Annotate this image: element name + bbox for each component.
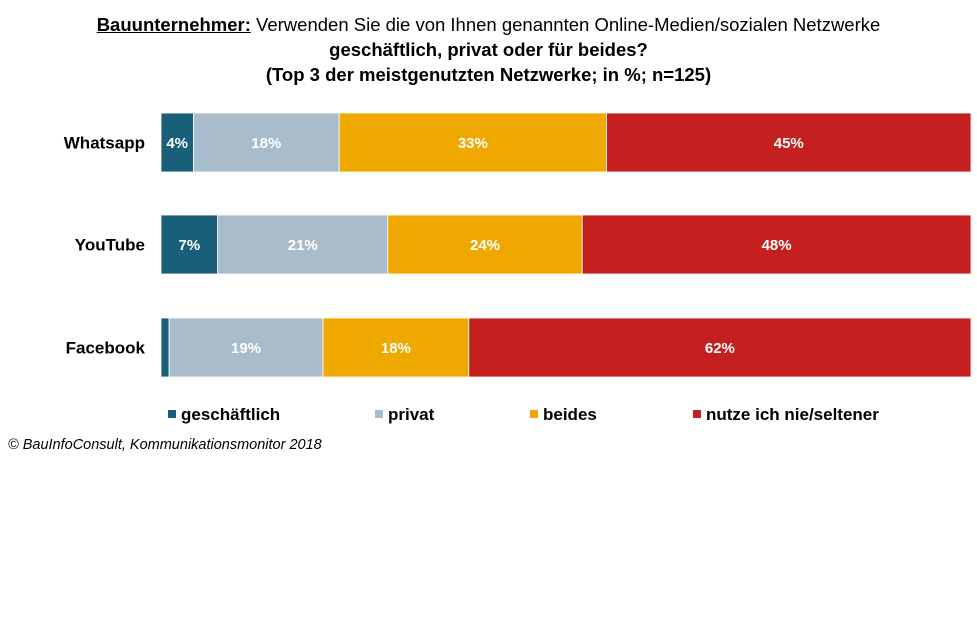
category-label-whatsapp: Whatsapp <box>64 134 145 153</box>
data-label-youtube-2: 24% <box>470 237 500 254</box>
data-label-youtube-1: 21% <box>288 237 318 254</box>
data-label-youtube-3: 48% <box>762 237 792 254</box>
legend-label-2: beides <box>543 405 597 424</box>
data-label-youtube-0: 7% <box>179 237 201 254</box>
bar-segment-whatsapp-1 <box>192 112 340 173</box>
title-line-1: Bauunternehmer: Verwenden Sie die von Ih… <box>0 12 977 37</box>
stacked-bar-chart: Whatsapp 4% 18% 33% 45% YouTube 7% 21% 24% 48% Fac… <box>64 112 972 424</box>
data-label-whatsapp-2: 33% <box>458 135 488 152</box>
legend-label-0: geschäftlich <box>181 405 280 424</box>
title-line-1-rest: Verwenden Sie die von Ihnen genannten On… <box>256 14 881 35</box>
source-note: © BauInfoConsult, Kommunikationsmonitor … <box>8 437 322 453</box>
legend-swatch-0 <box>168 410 176 418</box>
data-label-facebook-3: 62% <box>705 340 735 357</box>
legend-swatch-3 <box>693 410 701 418</box>
data-label-facebook-2: 18% <box>381 340 411 357</box>
bar-segment-whatsapp-2 <box>338 112 607 173</box>
title-line-3: (Top 3 der meistgenutzten Netzwerke; in … <box>265 64 712 85</box>
bar-segment-youtube-1 <box>217 214 389 275</box>
bar-segment-facebook-0 <box>160 317 170 378</box>
chart-title: Bauunternehmer: Verwenden Sie die von Ih… <box>0 12 977 87</box>
title-line-2: geschäftlich, privat oder für beides? <box>329 39 648 60</box>
category-label-facebook: Facebook <box>66 339 146 358</box>
legend-label-1: privat <box>388 405 435 424</box>
bar-segment-youtube-3 <box>581 214 972 275</box>
title-lead: Bauunternehmer: <box>96 14 251 35</box>
bar-segment-whatsapp-3 <box>606 112 972 173</box>
bar-segment-facebook-2 <box>322 317 470 378</box>
data-label-facebook-1: 19% <box>231 340 261 357</box>
category-label-youtube: YouTube <box>75 236 145 255</box>
legend-swatch-2 <box>530 410 538 418</box>
legend-label-3: nutze ich nie/seltener <box>706 405 879 424</box>
bar-segment-youtube-2 <box>387 214 583 275</box>
bar-segment-youtube-0 <box>160 214 219 275</box>
data-label-whatsapp-0: 4% <box>166 135 188 152</box>
bar-segment-facebook-3 <box>468 317 972 378</box>
data-label-whatsapp-1: 18% <box>251 135 281 152</box>
data-label-whatsapp-3: 45% <box>774 135 804 152</box>
legend-swatch-1 <box>375 410 383 418</box>
